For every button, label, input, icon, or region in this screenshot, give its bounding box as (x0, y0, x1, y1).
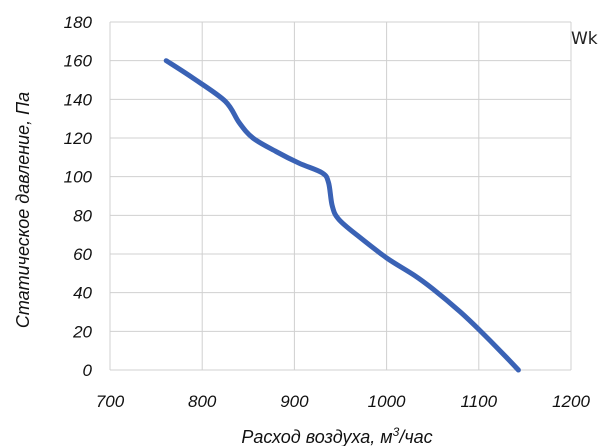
y-tick-label-0: 0 (83, 361, 93, 380)
y-tick-label-80: 80 (73, 206, 92, 225)
y-tick-label-60: 60 (73, 245, 92, 264)
x-axis-tick-labels: 700 800 900 1000 1100 1200 (96, 392, 591, 411)
series-group (163, 58, 521, 373)
y-axis-title: Статическое давление, Па (13, 92, 33, 328)
x-axis-title-suffix: /час (397, 427, 432, 446)
x-tick-label-900: 900 (280, 392, 309, 411)
x-tick-label-1000: 1000 (368, 392, 406, 411)
y-tick-label-20: 20 (72, 322, 92, 341)
x-tick-label-700: 700 (96, 392, 125, 411)
x-tick-label-1100: 1100 (461, 392, 498, 411)
x-axis-title-main: Расход воздуха, м (241, 427, 392, 446)
x-axis-title: Расход воздуха, м3/час (241, 425, 432, 446)
y-tick-label-100: 100 (64, 168, 93, 187)
gridlines (109, 21, 572, 371)
x-tick-label-1200: 1200 (552, 392, 590, 411)
y-tick-label-40: 40 (73, 284, 92, 303)
y-axis-tick-labels: 0 20 40 60 80 100 120 140 160 180 (64, 13, 93, 380)
y-tick-label-180: 180 (64, 13, 93, 32)
y-tick-label-140: 140 (64, 90, 93, 109)
series-line-0 (163, 58, 521, 373)
x-tick-label-800: 800 (188, 392, 217, 411)
x-axis-title-superscript: 3 (393, 425, 400, 439)
y-tick-label-120: 120 (64, 129, 93, 148)
y-tick-label-160: 160 (64, 52, 93, 71)
stray-text: Wk (571, 29, 598, 49)
